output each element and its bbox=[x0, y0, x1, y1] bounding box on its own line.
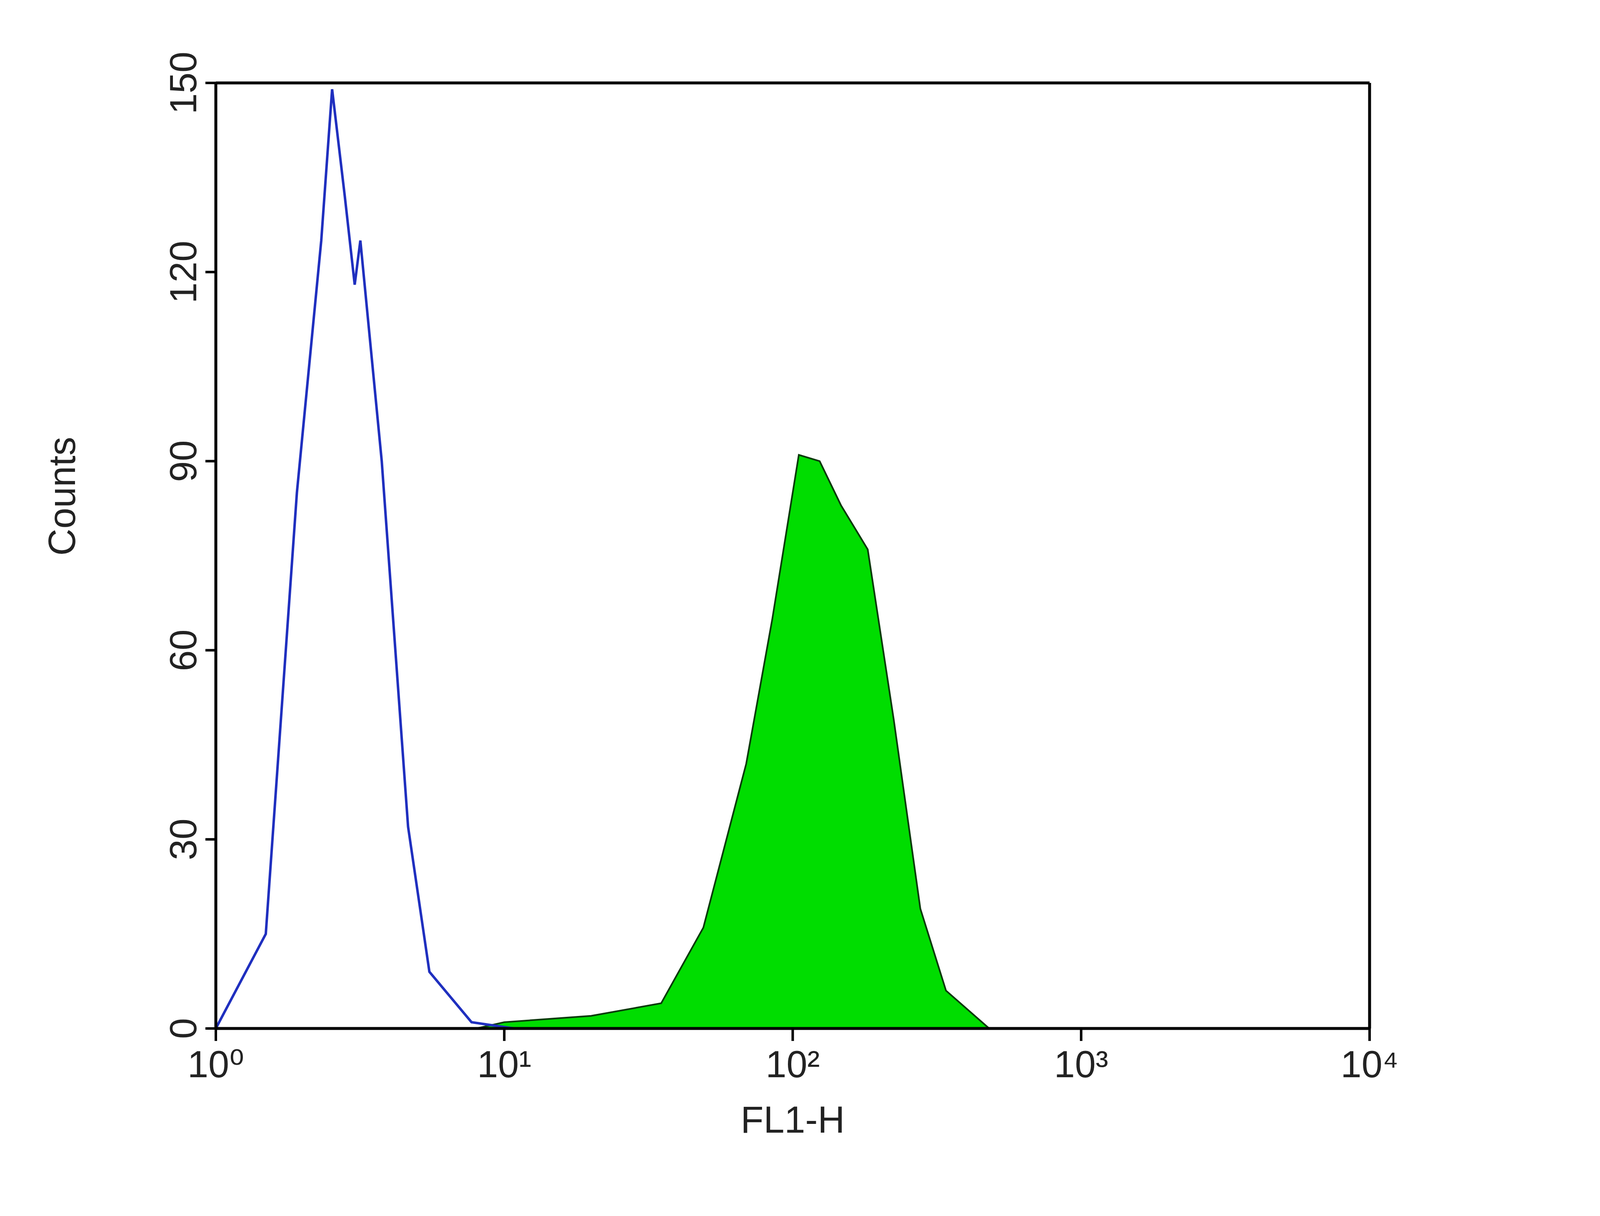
svg-text:10⁰: 10⁰ bbox=[187, 1043, 245, 1085]
svg-text:150: 150 bbox=[162, 51, 205, 115]
svg-text:60: 60 bbox=[162, 629, 205, 671]
svg-text:0: 0 bbox=[162, 1017, 205, 1039]
svg-text:FL1-H: FL1-H bbox=[740, 1098, 845, 1141]
svg-text:120: 120 bbox=[162, 240, 205, 304]
svg-text:10¹: 10¹ bbox=[477, 1043, 532, 1085]
svg-text:90: 90 bbox=[162, 440, 205, 483]
svg-text:10²: 10² bbox=[765, 1043, 820, 1085]
svg-text:10³: 10³ bbox=[1054, 1043, 1109, 1085]
svg-text:30: 30 bbox=[162, 818, 205, 860]
svg-text:10⁴: 10⁴ bbox=[1340, 1043, 1399, 1085]
svg-text:Counts: Counts bbox=[41, 436, 83, 556]
